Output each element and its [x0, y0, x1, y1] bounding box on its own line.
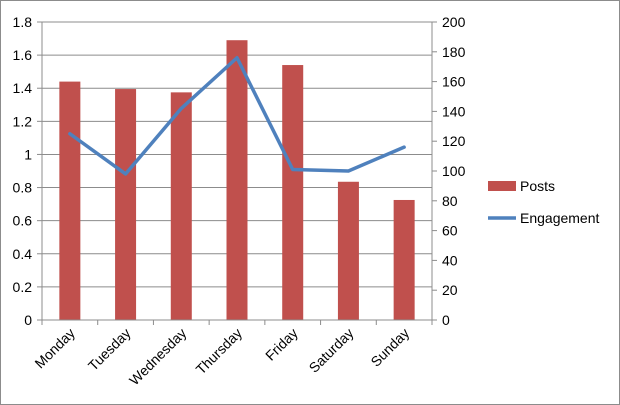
- right-tick-label: 20: [442, 282, 458, 298]
- left-tick-label: 0.4: [13, 246, 33, 262]
- posts-bars: [59, 40, 415, 321]
- legend-label-posts: Posts: [520, 178, 555, 194]
- axes: [37, 21, 437, 325]
- right-tick-label: 200: [442, 14, 466, 30]
- right-tick-label: 40: [442, 252, 458, 268]
- right-tick-label: 180: [442, 44, 466, 60]
- right-tick-label: 160: [442, 74, 466, 90]
- left-tick-label: 0.8: [13, 180, 33, 196]
- category-label: Friday: [262, 325, 301, 364]
- left-tick-label: 0: [24, 312, 32, 328]
- left-tick-label: 1.4: [13, 80, 33, 96]
- left-tick-label: 1.6: [13, 47, 33, 63]
- legend-swatch-posts: [488, 181, 516, 191]
- left-tick-label: 0.2: [13, 279, 33, 295]
- engagement-line: [68, 56, 406, 176]
- legend: Posts Engagement: [488, 178, 600, 226]
- engagement-line-layer: [68, 56, 406, 176]
- posts-bar: [282, 65, 304, 321]
- posts-bar: [393, 199, 415, 320]
- posts-bar: [170, 92, 192, 320]
- category-label: Wednesday: [126, 325, 189, 388]
- posts-bar: [226, 40, 248, 320]
- category-label: Tuesday: [85, 325, 134, 374]
- right-tick-label: 0: [442, 312, 450, 328]
- posts-bar: [59, 81, 81, 320]
- legend-label-engagement: Engagement: [520, 210, 600, 226]
- right-tick-label: 60: [442, 223, 458, 239]
- category-label: Monday: [31, 325, 78, 372]
- right-tick-label: 80: [442, 193, 458, 209]
- posts-bar: [115, 89, 137, 320]
- left-tick-label: 0.6: [13, 213, 33, 229]
- right-tick-label: 120: [442, 133, 466, 149]
- category-label: Saturday: [306, 325, 357, 376]
- right-tick-label: 100: [442, 163, 466, 179]
- posts-bar: [337, 181, 359, 320]
- right-tick-label: 140: [442, 103, 466, 119]
- category-label: Thursday: [193, 325, 246, 378]
- left-tick-label: 1: [24, 146, 32, 162]
- category-label: Sunday: [367, 325, 412, 370]
- left-tick-label: 1.8: [13, 14, 33, 30]
- left-tick-label: 1.2: [13, 113, 33, 129]
